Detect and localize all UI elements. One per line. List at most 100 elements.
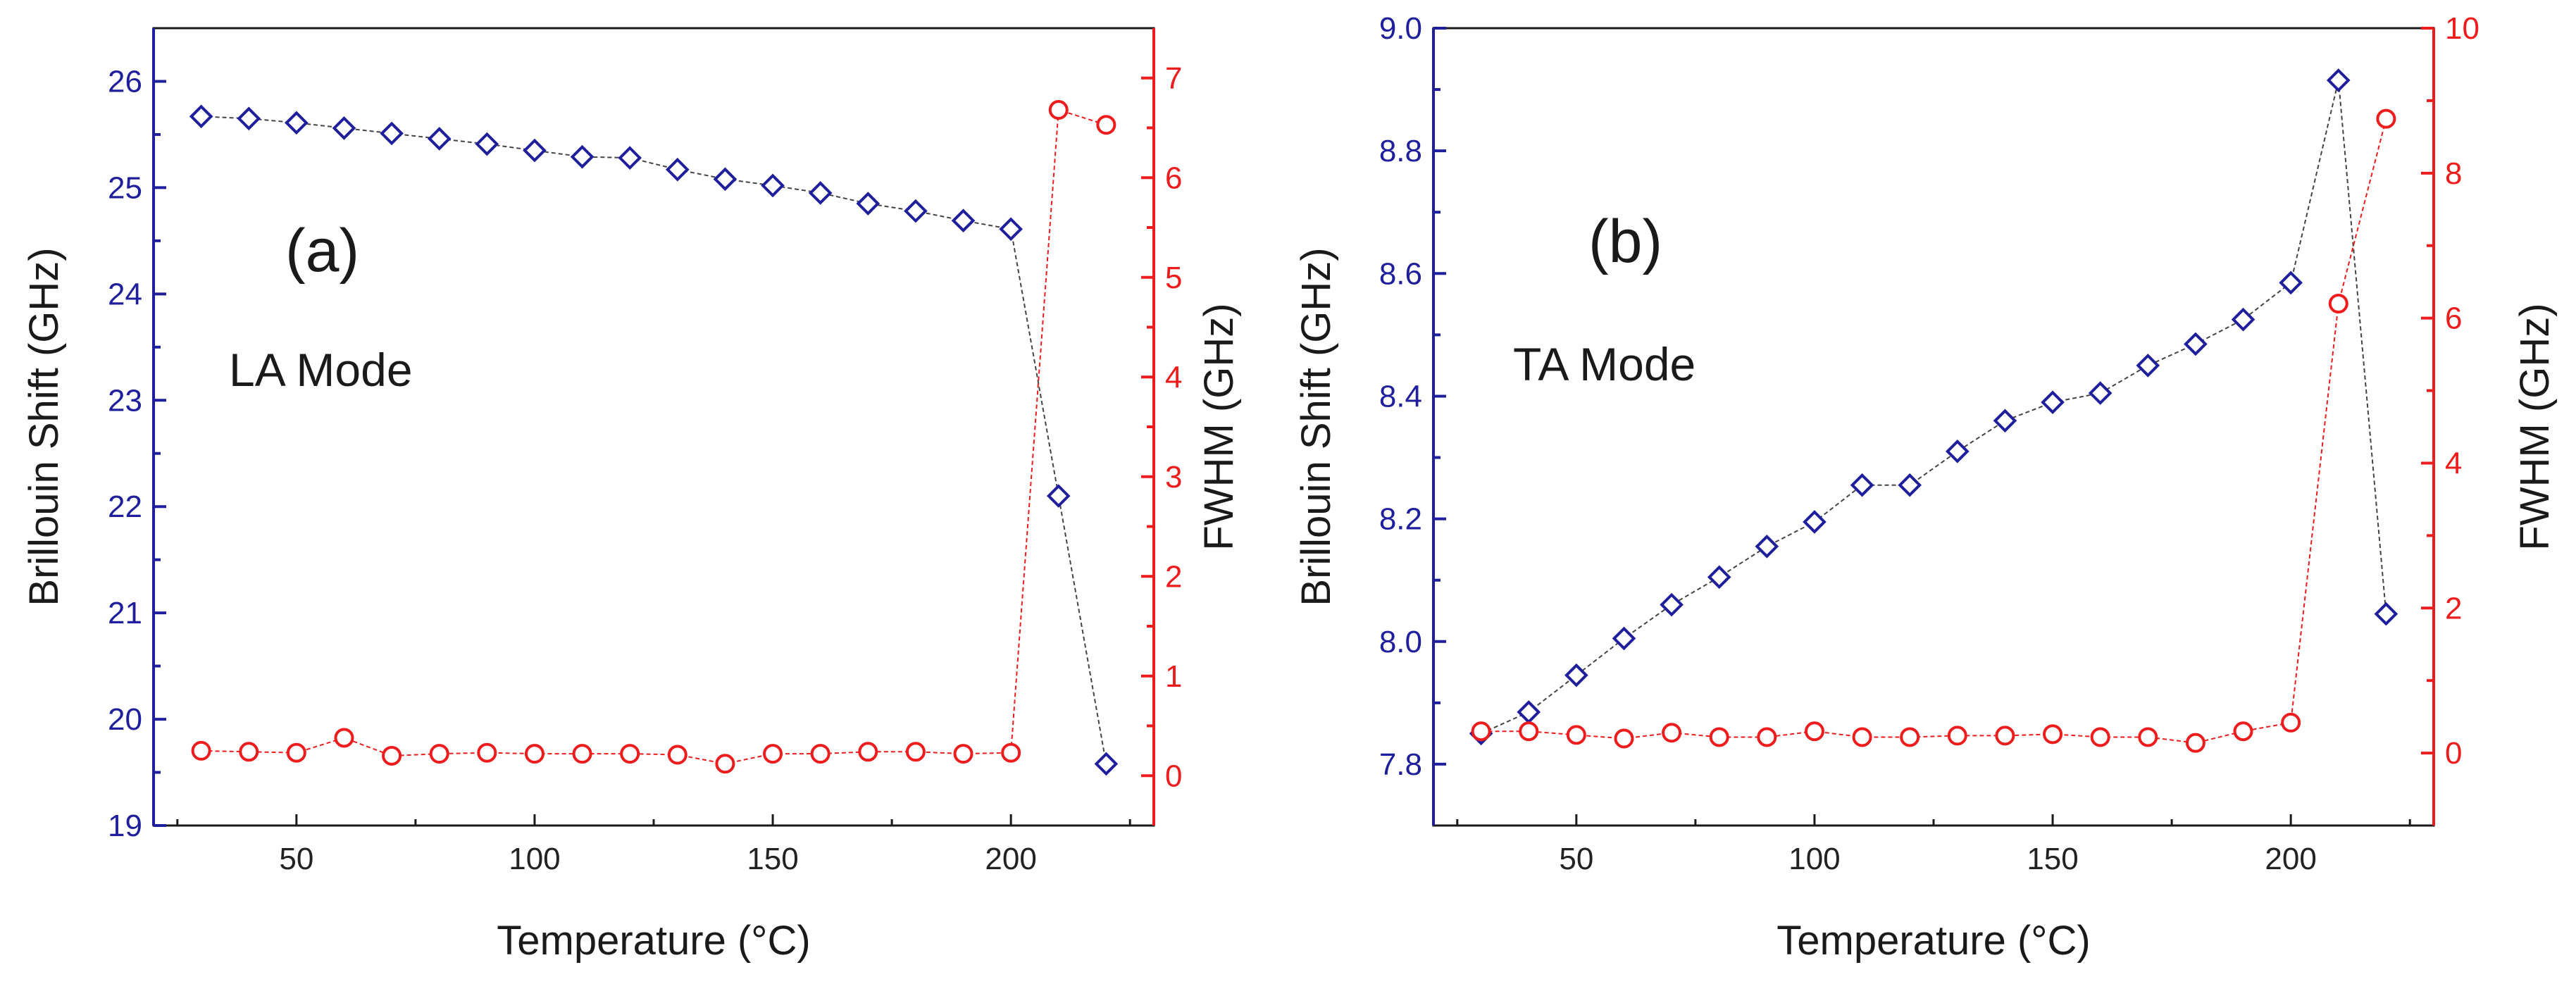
series-layer [1469, 68, 2398, 753]
brillouin-shift-point [713, 167, 738, 192]
y2-tick-label: 8 [2445, 156, 2462, 191]
brillouin-shift-point [1094, 752, 1119, 776]
x-tick-label: 150 [2027, 842, 2078, 876]
fwhm-point [2328, 294, 2348, 314]
y-axis-title: Brillouin Shift (GHz) [1293, 247, 1339, 606]
y-tick-label: 8.2 [1379, 502, 1422, 537]
fwhm-point [2376, 108, 2396, 129]
x-tick-label: 50 [279, 842, 313, 876]
brillouin-shift-point [808, 181, 833, 205]
panel-b-chart: 50 100 150 2007.88.08.28.48.68.89.00246810 … [1293, 11, 2558, 964]
brillouin-shift-point [761, 173, 785, 198]
fwhm-point [2185, 733, 2205, 753]
brillouin-shift-point [2231, 307, 2255, 332]
fwhm-point [334, 728, 354, 748]
fwhm-point [239, 742, 259, 762]
x-tick-label: 50 [1559, 842, 1593, 876]
y2-tick-label: 2 [2445, 591, 2462, 625]
y2-tick-label: 0 [1165, 759, 1182, 793]
panel-label: (b) [1588, 208, 1662, 275]
brillouin-shift-point [1755, 534, 1779, 559]
brillouin-shift-point [856, 192, 881, 216]
fwhm-point [1519, 721, 1539, 742]
brillouin-shift-point [427, 127, 452, 151]
fwhm-point [477, 742, 497, 763]
x-tick-label: 200 [985, 842, 1036, 876]
y2-tick-label: 0 [2445, 736, 2462, 771]
fwhm-point [2233, 721, 2253, 742]
brillouin-shift-point [332, 116, 356, 140]
brillouin-shift-point [2326, 68, 2351, 92]
fwhm-point [667, 745, 687, 765]
fwhm-point [1995, 725, 2015, 746]
plot-frame [152, 27, 1155, 827]
y-tick-label: 21 [108, 596, 142, 630]
brillouin-shift-point [1803, 510, 1827, 534]
brillouin-shift-point [1612, 626, 1636, 651]
fwhm-point [572, 744, 592, 764]
y-tick-label: 19 [108, 809, 142, 843]
brillouin-shift-point [665, 157, 690, 182]
fwhm-point [1471, 721, 1491, 742]
brillouin-shift-point [1898, 473, 1922, 497]
fwhm-point [286, 742, 306, 763]
y2-axis-title: FWHM (GHz) [2512, 303, 2558, 550]
y2-axis-title: FWHM (GHz) [1196, 303, 1242, 550]
brillouin-shift-point [951, 208, 976, 233]
brillouin-shift-point [2374, 602, 2398, 626]
y-tick-label: 25 [108, 170, 142, 205]
fwhm-point [1852, 727, 1872, 747]
y2-tick-label: 10 [2445, 11, 2479, 46]
fwhm-series-line [201, 108, 1107, 765]
brillouin-shift-point [380, 121, 404, 146]
fwhm-point [2138, 727, 2158, 747]
fwhm-point [524, 744, 545, 764]
x-tick-label: 100 [1788, 842, 1840, 876]
brillouin-shift-point [904, 199, 928, 223]
fwhm-point [1001, 742, 1021, 763]
brillouin-shift-point [618, 146, 642, 170]
brillouin-shift-point [475, 132, 499, 156]
x-tick-label: 100 [509, 842, 560, 876]
brillouin-shift-point [1564, 663, 1588, 687]
mode-annotation: TA Mode [1513, 338, 1695, 390]
y-tick-label: 22 [108, 490, 142, 524]
y2-tick-label: 4 [1165, 360, 1182, 394]
fwhm-point [1566, 725, 1586, 745]
y-tick-label: 20 [108, 702, 142, 737]
fwhm-point [620, 744, 640, 764]
y2-tick-label: 2 [1165, 559, 1182, 594]
brillouin-shift-point [570, 144, 595, 169]
fwhm-point [1614, 728, 1634, 749]
brillouin-shift-point [1850, 473, 1874, 497]
brillouin-shift-point [1945, 440, 1970, 463]
fwhm-point [1757, 727, 1777, 747]
y2-tick-label: 4 [2445, 446, 2462, 480]
brillouin-shift-point [189, 104, 213, 129]
y-tick-label: 9.0 [1379, 11, 1422, 46]
fwhm-point [1900, 727, 1920, 747]
brillouin-shift-point [285, 111, 309, 135]
brillouin-shift-point [1046, 484, 1071, 508]
y-tick-label: 8.6 [1379, 256, 1422, 291]
y2-tick-label: 3 [1165, 460, 1182, 494]
y2-tick-label: 6 [1165, 161, 1182, 195]
fwhm-point [1048, 100, 1069, 120]
brillouin-shift-point [2088, 381, 2113, 405]
y-axis-title: Brillouin Shift (GHz) [21, 247, 67, 606]
y-tick-label: 24 [108, 277, 142, 311]
fwhm-point [1096, 115, 1116, 135]
fwhm-point [2281, 712, 2301, 733]
y-tick-label: 8.0 [1379, 625, 1422, 659]
brillouin-shift-point [2184, 332, 2208, 356]
y2-tick-label: 7 [1165, 61, 1182, 96]
brillouin-shift-point [1517, 700, 1541, 724]
brillouin-shift-point [1707, 565, 1731, 590]
mode-annotation: LA Mode [229, 344, 413, 396]
x-tick-label: 150 [747, 842, 798, 876]
x-tick-label: 200 [2265, 842, 2316, 876]
y-tick-label: 23 [108, 383, 142, 418]
brillouin-shift-point [523, 138, 547, 163]
